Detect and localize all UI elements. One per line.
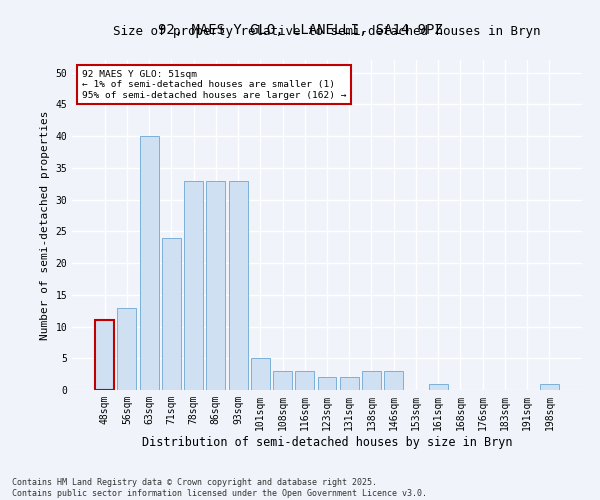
Bar bbox=[429, 384, 448, 390]
Bar bbox=[251, 358, 270, 390]
Text: 92 MAES Y GLO: 51sqm
← 1% of semi-detached houses are smaller (1)
95% of semi-de: 92 MAES Y GLO: 51sqm ← 1% of semi-detach… bbox=[82, 70, 347, 100]
Bar bbox=[295, 371, 314, 390]
Bar bbox=[384, 371, 403, 390]
Bar bbox=[362, 371, 381, 390]
Bar bbox=[184, 180, 203, 390]
Bar bbox=[317, 378, 337, 390]
Bar bbox=[229, 180, 248, 390]
Bar bbox=[540, 384, 559, 390]
Bar bbox=[206, 180, 225, 390]
Title: Size of property relative to semi-detached houses in Bryn: Size of property relative to semi-detach… bbox=[113, 25, 541, 38]
Text: 92, MAES Y GLO, LLANELLI, SA14 9PZ: 92, MAES Y GLO, LLANELLI, SA14 9PZ bbox=[158, 22, 442, 36]
Y-axis label: Number of semi-detached properties: Number of semi-detached properties bbox=[40, 110, 50, 340]
Bar bbox=[140, 136, 158, 390]
X-axis label: Distribution of semi-detached houses by size in Bryn: Distribution of semi-detached houses by … bbox=[142, 436, 512, 448]
Text: Contains HM Land Registry data © Crown copyright and database right 2025.
Contai: Contains HM Land Registry data © Crown c… bbox=[12, 478, 427, 498]
Bar bbox=[340, 378, 359, 390]
Bar bbox=[162, 238, 181, 390]
Bar bbox=[273, 371, 292, 390]
Bar bbox=[118, 308, 136, 390]
Bar bbox=[95, 320, 114, 390]
